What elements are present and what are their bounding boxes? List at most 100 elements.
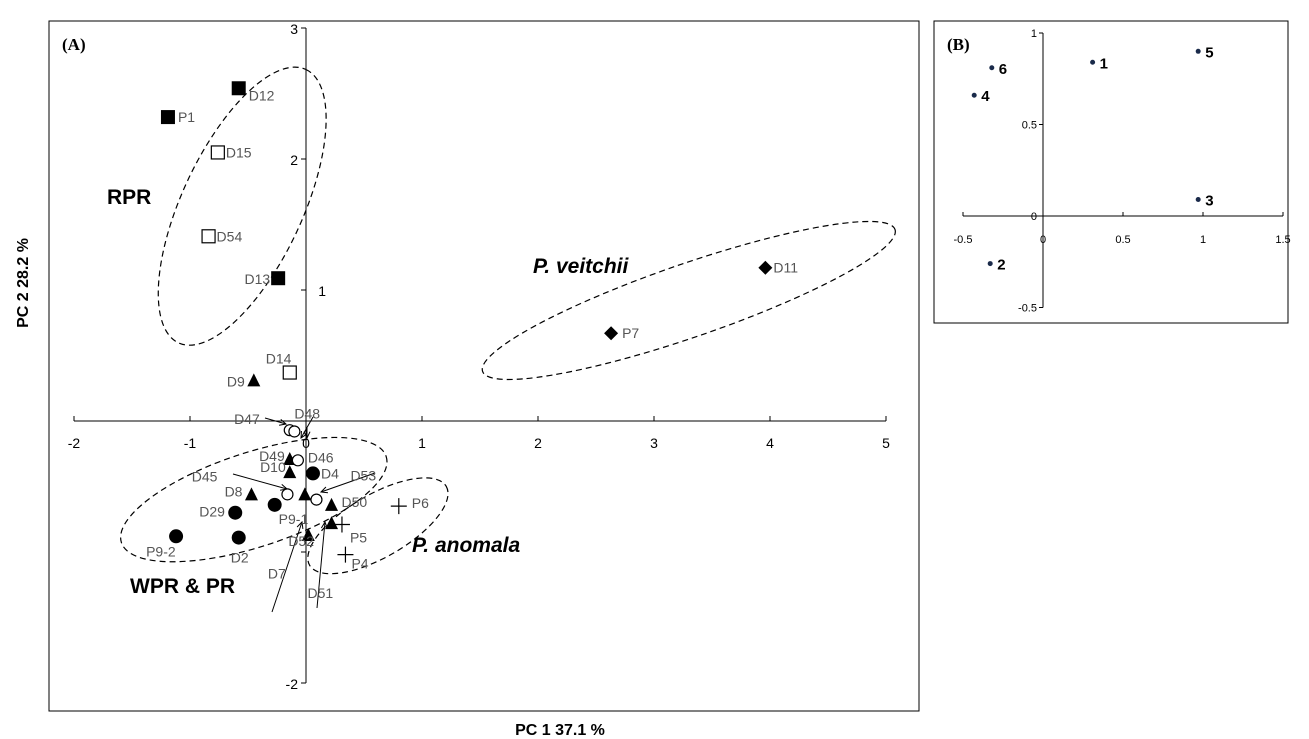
b-y-tick-label: 1 (1031, 28, 1037, 40)
b-x-tick-label: 0 (1040, 234, 1046, 246)
y-tick-label: -2 (286, 676, 299, 692)
panel-b-label: (B) (947, 35, 970, 54)
x-tick-label: 5 (882, 435, 890, 451)
x-tick-label: 4 (766, 435, 774, 451)
b-point-label-2: 2 (997, 257, 1005, 274)
point-label-d10: D10 (260, 459, 286, 475)
x-tick-label: -2 (68, 435, 81, 451)
point-label-p9-1: P9-1 (279, 511, 309, 527)
leader-line (271, 521, 303, 613)
point-d48 (288, 425, 301, 438)
x-tick-label: 1 (418, 435, 426, 451)
point-d50 (325, 497, 339, 511)
group-label-wpr-pr: WPR & PR (130, 575, 235, 598)
b-point-5 (1195, 48, 1201, 54)
b-point-3 (1195, 197, 1201, 203)
panel-a-plot: -2 -1 0 1 2 3 4 5 -2 1 2 3 RPR P. veitchii WPR & PR P. … (68, 21, 896, 692)
point-label-d51: D51 (308, 585, 334, 601)
group-ellipse-p-anomala (307, 477, 449, 575)
point-label-d54: D54 (217, 228, 243, 244)
b-x-tick-label: 1.5 (1275, 234, 1290, 246)
point-d52 (301, 527, 315, 541)
panel-a-label: (A) (62, 35, 86, 54)
leader-line (320, 472, 376, 493)
point-d29 (228, 505, 243, 520)
point-label-d7: D7 (268, 565, 286, 581)
x-tick-label: 0 (302, 435, 310, 451)
point-label-p9-2: P9-2 (146, 543, 176, 559)
leader-arrowhead (319, 486, 329, 494)
point-p6 (390, 498, 407, 515)
panel-a-frame (48, 20, 920, 712)
point-label-d47: D47 (234, 411, 260, 427)
leader-line (232, 473, 288, 490)
group-ellipse-rpr (157, 66, 327, 346)
point-p1 (160, 110, 175, 125)
b-point-1 (1090, 59, 1096, 65)
point-d7 (298, 487, 312, 501)
group-ellipse-p-veitchii (481, 220, 896, 381)
point-label-p5: P5 (350, 529, 367, 545)
point-label-d8: D8 (225, 483, 243, 499)
point-d45 (281, 488, 294, 501)
panel-b-plot: -0.5 0 0.5 1 1.5 -0.5 0 0.5 1 1 2 3 4 5 6 (954, 28, 1291, 315)
point-label-d49: D49 (259, 448, 285, 464)
x-axis-title: PC 1 37.1 % (515, 722, 605, 739)
b-x-tick-label: -0.5 (954, 234, 973, 246)
point-label-d14: D14 (266, 351, 292, 367)
b-point-2 (987, 261, 993, 267)
b-point-label-6: 6 (999, 61, 1007, 78)
point-d10 (283, 465, 297, 479)
leader-arrowhead (303, 431, 311, 440)
point-p7 (604, 326, 619, 341)
b-point-6 (989, 65, 995, 71)
point-label-p1: P1 (178, 109, 195, 125)
point-p9-2 (169, 529, 184, 544)
point-p4 (337, 546, 354, 563)
b-x-tick-label: 1 (1200, 234, 1206, 246)
panel-b-frame (933, 20, 1289, 324)
y-tick-label: 2 (290, 152, 298, 168)
point-d15 (210, 145, 225, 160)
point-label-p4: P4 (351, 556, 368, 572)
b-y-tick-label: -0.5 (1018, 303, 1037, 315)
leader-line (316, 521, 326, 609)
point-d12 (231, 81, 246, 96)
leader-line (300, 416, 314, 439)
leader-line (264, 417, 287, 425)
point-label-d2: D2 (231, 550, 249, 566)
b-y-tick-label: 0.5 (1022, 120, 1037, 132)
leader-arrowhead (279, 418, 288, 426)
group-label-p-veitchii: P. veitchii (533, 255, 629, 278)
group-label-rpr: RPR (107, 186, 151, 209)
b-point-label-1: 1 (1100, 55, 1108, 72)
y-tick-label: 3 (290, 21, 298, 37)
leader-arrowhead (296, 520, 304, 530)
b-point-label-3: 3 (1205, 193, 1213, 210)
y-axis-title: PC 2 28.2 % (15, 238, 32, 328)
point-label-d46: D46 (308, 449, 334, 465)
point-d9 (247, 373, 261, 387)
point-d51 (325, 516, 339, 530)
point-label-d29: D29 (199, 504, 225, 520)
point-d46 (291, 454, 304, 467)
point-label-p7: P7 (622, 325, 639, 341)
point-d13 (271, 271, 286, 286)
leader-arrowhead (300, 430, 308, 439)
point-label-d50: D50 (342, 494, 368, 510)
point-p9-1 (267, 497, 282, 512)
point-label-d4: D4 (321, 465, 339, 481)
point-label-d53: D53 (350, 468, 376, 484)
point-label-d48: D48 (294, 405, 320, 421)
point-p5 (333, 516, 350, 533)
b-point-label-5: 5 (1205, 44, 1213, 61)
point-label-d9: D9 (227, 373, 245, 389)
b-x-tick-label: 0.5 (1115, 234, 1130, 246)
group-label-p-anomala: P. anomala (412, 534, 520, 557)
b-y-tick-label: 0 (1031, 211, 1037, 223)
point-label-d45: D45 (192, 468, 218, 484)
point-d54 (201, 229, 216, 244)
point-d2 (231, 530, 246, 545)
group-ellipse-wpr-pr (120, 436, 388, 563)
